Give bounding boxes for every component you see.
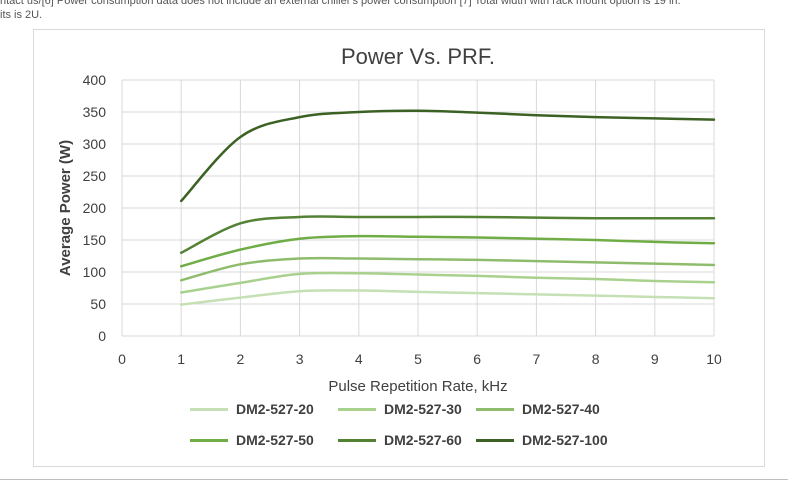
legend-item: DM2-527-100 xyxy=(476,432,608,448)
legend-swatch xyxy=(190,407,228,411)
y-axis-label: Average Power (W) xyxy=(57,140,74,276)
series-line-dm2-527-20 xyxy=(179,289,716,306)
bottom-divider xyxy=(0,479,788,480)
chart-title: Power Vs. PRF. xyxy=(341,44,495,69)
x-axis-label: Pulse Repetition Rate, kHz xyxy=(328,378,507,395)
x-tick-label: 8 xyxy=(592,351,600,367)
legend-swatch xyxy=(338,438,376,442)
x-tick-label: 4 xyxy=(355,351,363,367)
note-line-1: ntact us/[6] Power consumption data does… xyxy=(0,0,681,7)
legend-swatch xyxy=(190,438,228,442)
legend-swatch xyxy=(338,407,376,411)
chart-frame xyxy=(33,29,765,467)
legend-label: DM2-527-40 xyxy=(522,401,600,417)
y-tick-label: 350 xyxy=(83,104,107,120)
x-tick-label: 3 xyxy=(296,351,304,367)
x-tick-label: 2 xyxy=(237,351,245,367)
legend-item: DM2-527-60 xyxy=(338,432,462,448)
series-line-dm2-527-100 xyxy=(179,109,716,203)
series-line-dm2-527-30 xyxy=(179,271,716,294)
truncated-note: ntact us/[6] Power consumption data does… xyxy=(0,0,788,22)
legend-item: DM2-527-50 xyxy=(190,432,314,448)
y-tick-label: 100 xyxy=(83,264,107,280)
x-tick-label: 5 xyxy=(414,351,422,367)
y-tick-label: 250 xyxy=(83,168,107,184)
legend-swatch xyxy=(476,438,514,442)
x-tick-label: 0 xyxy=(118,351,126,367)
legend-item: DM2-527-40 xyxy=(476,401,600,417)
legend-swatch xyxy=(476,407,514,411)
legend-label: DM2-527-50 xyxy=(236,432,314,448)
x-tick-label: 6 xyxy=(473,351,481,367)
y-tick-label: 50 xyxy=(90,296,106,312)
x-tick-label: 10 xyxy=(706,351,722,367)
y-tick-label: 150 xyxy=(83,232,107,248)
y-tick-label: 400 xyxy=(83,72,107,88)
x-tick-label: 9 xyxy=(651,351,659,367)
y-tick-label: 200 xyxy=(83,200,107,216)
y-tick-label: 0 xyxy=(98,328,106,344)
legend-item: DM2-527-20 xyxy=(190,401,314,417)
note-line-2: its is 2U. xyxy=(0,9,43,21)
legend-item: DM2-527-30 xyxy=(338,401,462,417)
x-tick-label: 7 xyxy=(533,351,541,367)
series-line-dm2-527-60 xyxy=(179,215,716,255)
series-line-dm2-527-40 xyxy=(179,256,716,282)
legend-label: DM2-527-100 xyxy=(522,432,608,448)
y-tick-label: 300 xyxy=(83,136,107,152)
series-line-dm2-527-50 xyxy=(179,234,716,268)
legend-label: DM2-527-20 xyxy=(236,401,314,417)
legend-label: DM2-527-30 xyxy=(384,401,462,417)
legend-label: DM2-527-60 xyxy=(384,432,462,448)
x-tick-label: 1 xyxy=(177,351,185,367)
